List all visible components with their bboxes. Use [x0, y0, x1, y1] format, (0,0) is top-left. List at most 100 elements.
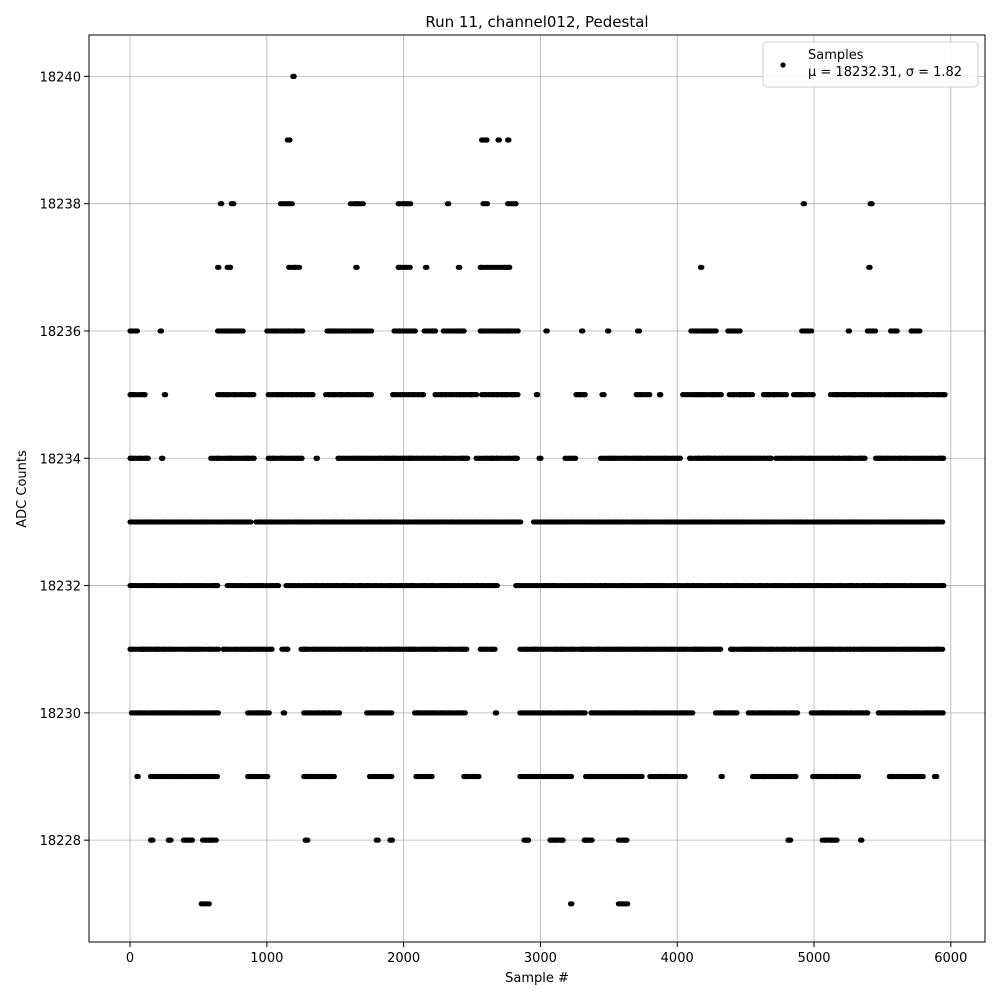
data-point: [368, 392, 375, 398]
data-point: [305, 837, 311, 843]
data-point: [231, 201, 237, 207]
data-point: [636, 328, 643, 334]
data-point: [699, 264, 705, 270]
data-point: [163, 392, 169, 398]
data-point: [158, 328, 165, 334]
data-point: [677, 455, 683, 461]
data-point: [768, 455, 774, 461]
data-point: [462, 710, 468, 716]
data-point: [287, 137, 293, 143]
data-point: [719, 773, 725, 780]
y-tick-label: 18232: [40, 580, 81, 595]
data-point: [407, 264, 413, 270]
data-point: [265, 773, 271, 780]
data-point: [248, 519, 254, 525]
data-point: [474, 392, 480, 398]
grid-lines: [89, 35, 985, 942]
x-tick-label: 1000: [250, 951, 283, 966]
data-point: [783, 392, 790, 398]
data-point: [389, 773, 395, 780]
data-point: [484, 201, 491, 207]
data-point: [297, 264, 303, 270]
y-tick-label: 18236: [40, 325, 81, 340]
data-point: [216, 264, 222, 270]
data-point: [228, 264, 234, 270]
data-point: [690, 710, 696, 716]
data-point: [314, 455, 321, 461]
data-point: [412, 328, 418, 334]
data-point: [941, 455, 947, 461]
data-point: [160, 455, 166, 461]
data-point: [589, 837, 595, 843]
data-point: [917, 328, 923, 334]
plot-frame: [88, 34, 986, 943]
data-point: [872, 328, 879, 334]
data-point: [647, 392, 653, 398]
data-point: [658, 392, 664, 398]
x-axis: 0 1000 2000 3000 4000 5000 6000: [126, 942, 967, 966]
legend-stats: μ = 18232.31, σ = 1.82: [808, 65, 962, 80]
data-point: [865, 710, 871, 716]
data-point: [266, 710, 272, 716]
data-point: [846, 328, 853, 334]
data-point: [285, 646, 291, 652]
data-point: [282, 710, 288, 716]
data-point: [940, 646, 946, 652]
data-point: [572, 455, 579, 461]
data-point: [718, 392, 724, 398]
data-point: [492, 646, 498, 652]
data-point: [834, 837, 840, 843]
y-tick-label: 18230: [40, 707, 81, 722]
data-point: [793, 773, 799, 780]
x-tick-label: 0: [126, 951, 134, 966]
data-point: [240, 328, 246, 334]
data-point: [810, 392, 816, 398]
data-point: [251, 455, 257, 461]
data-point: [734, 710, 740, 716]
legend: Samples μ = 18232.31, σ = 1.82: [762, 41, 979, 88]
data-point: [289, 201, 295, 207]
data-point: [269, 646, 275, 652]
data-point: [894, 328, 900, 334]
data-point: [369, 328, 375, 334]
data-point: [494, 582, 500, 589]
data-point: [150, 837, 156, 843]
legend-series-name: Samples: [808, 48, 864, 63]
data-point: [934, 773, 940, 780]
data-point: [606, 328, 612, 334]
data-point: [624, 837, 630, 843]
data-point: [801, 201, 808, 207]
data-point: [515, 328, 521, 334]
data-point: [135, 773, 141, 780]
data-point: [216, 646, 222, 652]
data-point: [476, 773, 482, 780]
data-point: [424, 264, 430, 270]
data-point: [526, 837, 532, 843]
data-point: [506, 137, 512, 143]
data-point: [275, 582, 282, 589]
data-point: [560, 837, 566, 843]
data-point: [375, 837, 381, 843]
data-point: [145, 455, 151, 461]
y-tick-label: 18234: [40, 452, 81, 467]
y-axis: 18228 18230 18232 18234 18236 18238 18240: [40, 70, 89, 849]
data-point: [389, 837, 396, 843]
data-point: [331, 773, 337, 780]
data-point: [496, 137, 502, 143]
data-point: [788, 837, 794, 843]
data-point: [582, 710, 588, 716]
data-point: [389, 710, 395, 716]
x-tick-label: 5000: [797, 951, 830, 966]
data-point: [215, 582, 221, 589]
data-point: [737, 328, 743, 334]
x-tick-label: 2000: [387, 951, 420, 966]
data-point: [142, 392, 148, 398]
legend-box: [762, 41, 979, 88]
data-point: [862, 455, 868, 461]
x-axis-label: Sample #: [505, 971, 569, 986]
data-point: [580, 328, 586, 334]
data-point: [465, 455, 471, 461]
data-point: [538, 455, 544, 461]
data-point: [601, 392, 607, 398]
